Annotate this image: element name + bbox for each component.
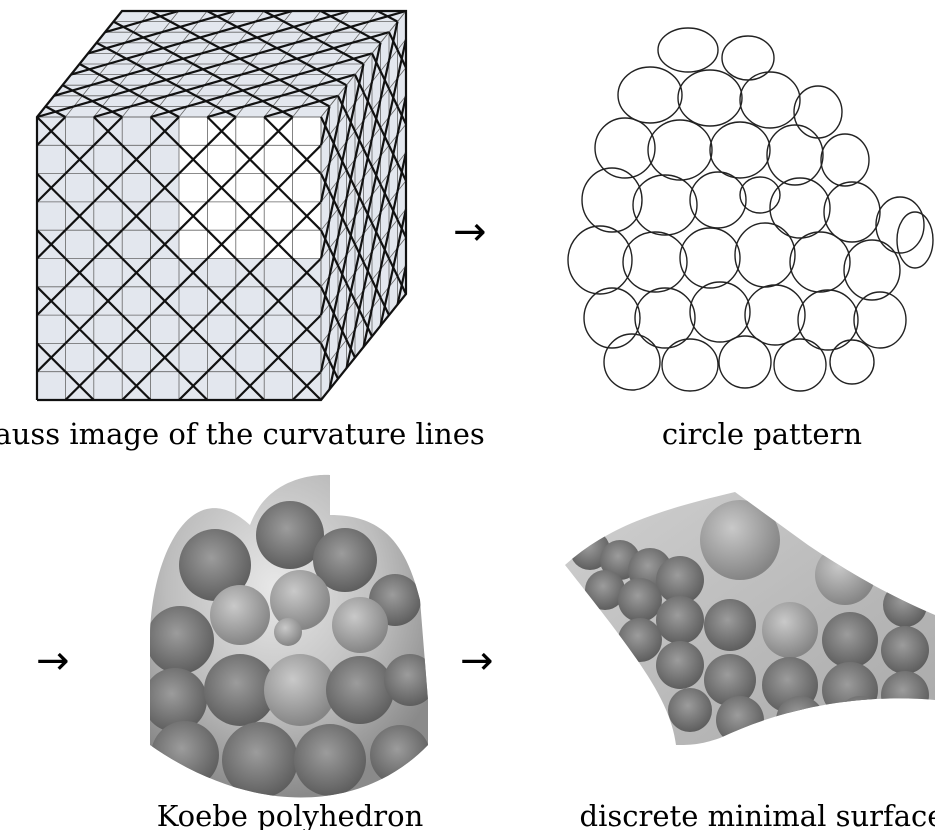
pattern-circle <box>661 338 719 392</box>
pattern-circle <box>739 176 781 214</box>
pattern-circle <box>721 35 775 81</box>
pattern-circle <box>583 287 641 349</box>
surface-disk <box>656 596 704 644</box>
pattern-circle <box>617 66 683 124</box>
cube-grid <box>35 9 408 402</box>
surface-disk <box>704 654 756 706</box>
surface-disk <box>668 688 712 732</box>
pattern-circle <box>689 281 751 343</box>
surface-disk <box>776 696 824 744</box>
koebe-disk <box>264 654 336 726</box>
pattern-circle <box>632 174 698 236</box>
caption-minimal-surface: discrete minimal surface <box>580 799 935 830</box>
pattern-circle <box>739 71 801 129</box>
surface-disk <box>618 578 662 622</box>
surface-disk <box>881 626 929 674</box>
circle-pattern-drawing <box>567 27 934 392</box>
koebe-polyhedron-drawing <box>150 474 428 798</box>
pattern-circle <box>823 181 881 243</box>
koebe-disk <box>326 656 394 724</box>
surface-disk <box>585 570 625 610</box>
surface-disk <box>822 662 878 718</box>
arrow-2: → <box>36 638 70 684</box>
koebe-disk <box>150 668 207 732</box>
koebe-disk <box>210 585 270 645</box>
pattern-circle <box>773 338 827 392</box>
pattern-circle <box>567 225 633 295</box>
surface-disk <box>700 500 780 580</box>
pattern-circle <box>718 335 772 389</box>
koebe-disk <box>274 618 302 646</box>
koebe-disk <box>204 654 276 726</box>
koebe-disk <box>179 529 251 601</box>
koebe-disk <box>151 721 219 789</box>
arrow-1: → <box>453 209 487 255</box>
minimal-surface-drawing <box>565 492 935 745</box>
koebe-disk <box>384 654 428 706</box>
pattern-circle <box>657 27 719 73</box>
surface-disk <box>618 618 662 662</box>
koebe-disk <box>370 725 428 785</box>
surface-disk <box>716 696 764 744</box>
pattern-circle <box>622 231 688 293</box>
caption-gauss-image: Gauss image of the curvature lines <box>0 417 485 451</box>
pattern-circle <box>677 69 743 127</box>
pattern-circle <box>581 167 643 233</box>
pattern-circle <box>647 119 713 181</box>
surface-disk <box>704 599 756 651</box>
surface-disk <box>822 612 878 668</box>
pattern-circle <box>634 287 696 349</box>
surface-disk <box>883 583 927 627</box>
pattern-circle <box>797 289 859 351</box>
pattern-circle <box>744 284 806 346</box>
koebe-disk <box>256 501 324 569</box>
pattern-circle <box>829 339 875 385</box>
pattern-circle <box>769 177 831 239</box>
koebe-disk <box>222 722 298 798</box>
koebe-disk <box>270 570 330 630</box>
pattern-circle <box>766 124 824 186</box>
pattern-circle <box>594 117 656 179</box>
pattern-circle <box>820 133 870 187</box>
surface-disk <box>762 602 818 658</box>
koebe-disk <box>332 597 388 653</box>
pattern-circle <box>789 231 851 293</box>
pattern-circle <box>603 333 661 391</box>
surface-disk <box>656 556 704 604</box>
pattern-circle <box>679 227 741 289</box>
arrow-3: → <box>460 638 494 684</box>
pattern-circle <box>896 211 934 269</box>
koebe-disk <box>150 606 214 674</box>
pattern-circle <box>853 291 907 349</box>
surface-disk <box>656 641 704 689</box>
caption-circle-pattern: circle pattern <box>662 417 862 451</box>
pattern-circle <box>709 121 771 179</box>
surface-disk <box>815 545 875 605</box>
surface-disk <box>838 696 882 740</box>
koebe-disk <box>294 724 366 796</box>
pattern-circle <box>734 222 796 288</box>
pattern-circle <box>875 196 925 254</box>
koebe-disk <box>313 528 377 592</box>
surface-disk <box>881 671 929 719</box>
pattern-circle <box>793 85 843 139</box>
pattern-circle <box>689 171 747 229</box>
pattern-circle <box>843 239 901 301</box>
caption-koebe-polyhedron: Koebe polyhedron <box>157 799 424 830</box>
